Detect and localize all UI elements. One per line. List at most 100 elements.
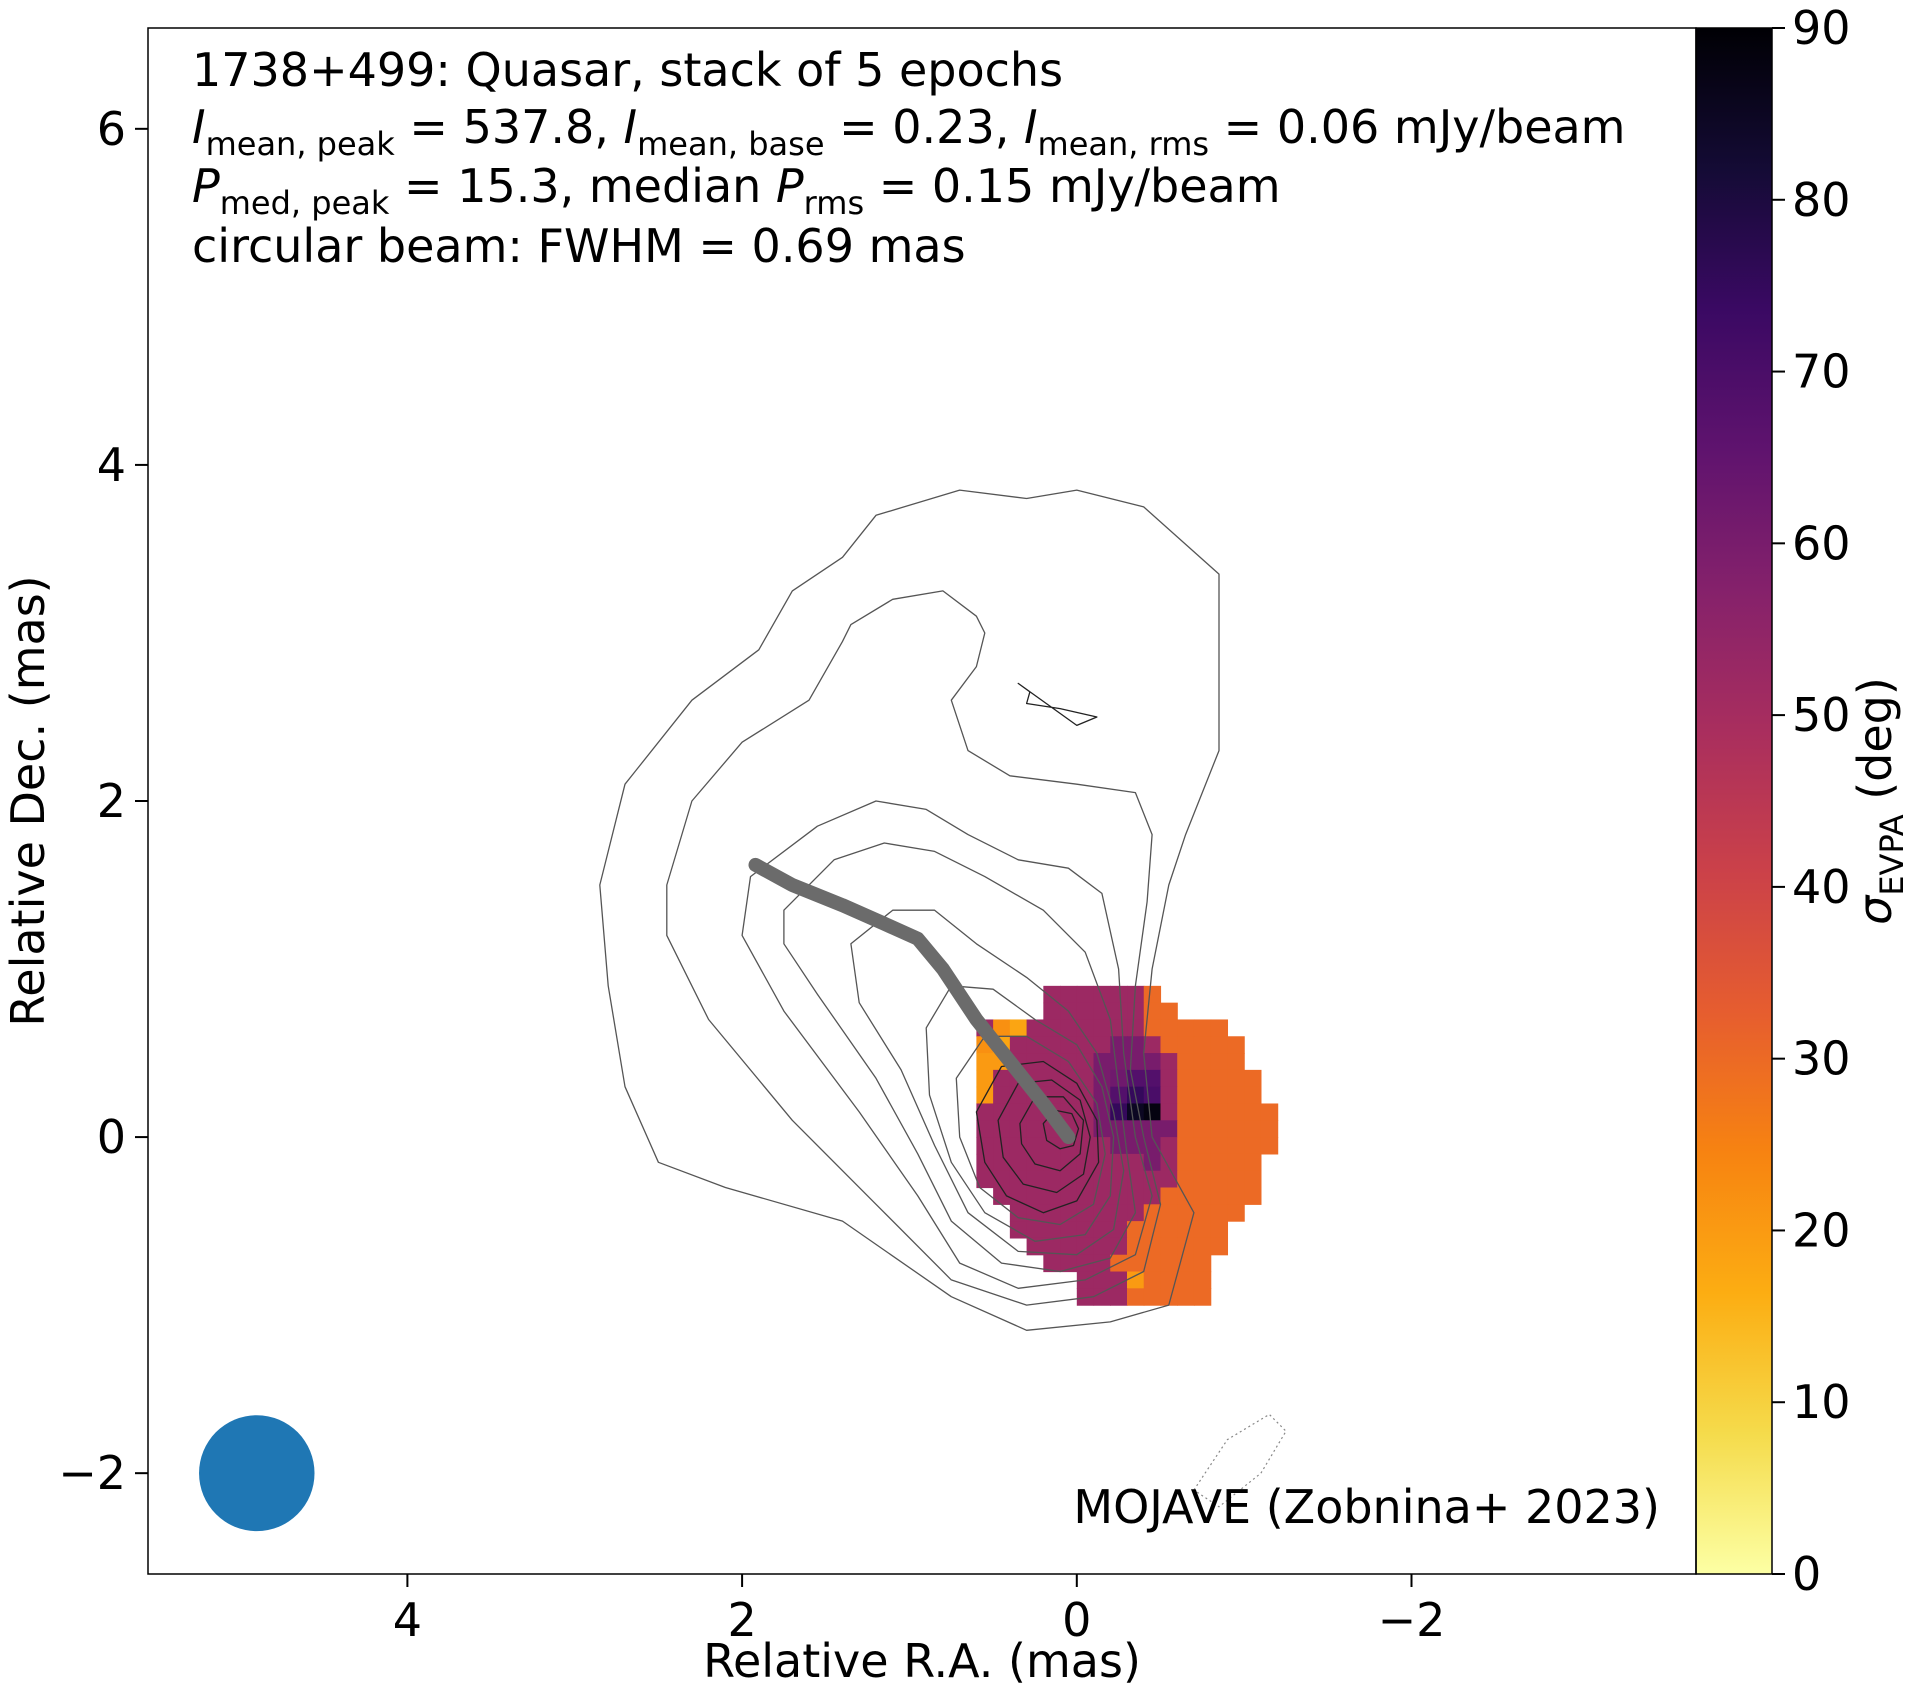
heatmap-cell	[1076, 1053, 1095, 1071]
heatmap-cell	[1227, 1036, 1245, 1054]
colorbar-tick-label: 90	[1792, 1, 1851, 55]
heatmap-cell	[1060, 1237, 1078, 1256]
heatmap-cell	[1093, 985, 1111, 1004]
intensity-contours	[599, 489, 1220, 1331]
heatmap-cell	[1227, 1120, 1245, 1138]
heatmap-cell	[1244, 1120, 1262, 1138]
heatmap-cell	[1127, 1036, 1145, 1054]
heatmap-cell	[1093, 1002, 1111, 1021]
heatmap-cell	[1143, 1137, 1162, 1155]
heatmap-cell	[1093, 1221, 1111, 1239]
heatmap-cell	[1210, 1137, 1229, 1155]
heatmap-cell	[1110, 1204, 1128, 1222]
heatmap-cell	[1143, 1288, 1162, 1306]
cbar-rest: (deg)	[1848, 677, 1902, 814]
y-tick-label: 0	[97, 1110, 126, 1164]
heatmap-cell	[1177, 1204, 1195, 1222]
heatmap-cell	[976, 1120, 994, 1138]
x-axis-ticks: 4 2 0 −2	[393, 1574, 1446, 1647]
heatmap-cell	[1009, 1187, 1028, 1205]
heatmap-cell	[1227, 1137, 1245, 1155]
heatmap-cell	[1143, 1103, 1162, 1121]
heatmap-cell	[1260, 1137, 1279, 1155]
heatmap-cell	[1160, 1254, 1178, 1273]
heatmap-cell	[1043, 1237, 1061, 1256]
heatmap-cell	[1127, 1254, 1145, 1273]
x-tick-label: 4	[393, 1593, 422, 1647]
colorbar-tick-label: 80	[1792, 173, 1851, 227]
heatmap-cell	[1060, 1187, 1078, 1205]
plot-background	[148, 28, 1692, 1574]
heatmap-cell	[1127, 1053, 1145, 1071]
heatmap-cell	[1110, 1170, 1128, 1189]
heatmap-cell	[1177, 1221, 1195, 1239]
heatmap-cell	[976, 1103, 994, 1121]
heatmap-cell	[1143, 1053, 1162, 1071]
heatmap-cell	[1076, 1187, 1095, 1205]
heatmap-cell	[1143, 1271, 1162, 1289]
heatmap-cell	[1177, 1069, 1195, 1088]
heatmap-cell	[1193, 1019, 1212, 1037]
contour-level	[1042, 1109, 1080, 1150]
heatmap-cell	[1160, 1187, 1178, 1205]
colorbar-tick-label: 10	[1792, 1375, 1851, 1429]
heatmap-cell	[1143, 1086, 1162, 1105]
heatmap-cell	[1043, 1254, 1061, 1273]
contour-level	[975, 1060, 1100, 1214]
negative-contour	[1193, 1413, 1287, 1508]
heatmap-cell	[1009, 1120, 1028, 1138]
heatmap-cell	[1127, 1069, 1145, 1088]
ridgeline-path	[748, 857, 1076, 1145]
heatmap-cell	[1227, 1103, 1245, 1121]
heatmap-cell	[1227, 1170, 1245, 1189]
heatmap-cell	[1009, 1137, 1028, 1155]
heatmap-cell	[1110, 1019, 1128, 1037]
heatmap-cell	[1009, 1170, 1028, 1189]
heatmap-cell	[993, 1153, 1011, 1172]
jet-ridgeline	[748, 857, 1076, 1145]
colorbar-title: σEVPA (deg)	[1848, 677, 1905, 925]
l3-symbol-2: P	[776, 159, 804, 213]
heatmap-cell	[1177, 1019, 1195, 1037]
contour-level	[741, 800, 1153, 1289]
heatmap-cell	[1160, 1288, 1178, 1306]
heatmap-cell	[1127, 1221, 1145, 1239]
heatmap-cell	[1009, 1204, 1028, 1222]
heatmap-cell	[1177, 1137, 1195, 1155]
heatmap-cell	[1110, 1103, 1128, 1121]
heatmap-cell	[1076, 1120, 1095, 1138]
heatmap-cell	[1076, 1221, 1095, 1239]
heatmap-cell	[1143, 985, 1162, 1004]
heatmap-cell	[1193, 1237, 1212, 1256]
heatmap-cell	[1026, 1237, 1044, 1256]
heatmap-cell	[1210, 1187, 1229, 1205]
heatmap-cell	[1076, 1036, 1095, 1054]
heatmap-cell	[1160, 1153, 1178, 1172]
heatmap-cell	[1210, 1053, 1229, 1071]
heatmap-cell	[1093, 1069, 1111, 1088]
contour-level	[1017, 682, 1098, 727]
heatmap-cell	[1177, 1288, 1195, 1306]
heatmap-cell	[1093, 1271, 1111, 1289]
heatmap-cell	[1244, 1170, 1262, 1189]
heatmap-cell	[1227, 1153, 1245, 1172]
contour-level	[997, 1079, 1091, 1194]
heatmap-cell	[1076, 1137, 1095, 1155]
heatmap-cell	[1193, 1187, 1212, 1205]
l2-sub-3: mean, rms	[1038, 125, 1210, 163]
heatmap-cell	[1076, 1002, 1095, 1021]
y-tick-label: 4	[97, 438, 126, 492]
x-tick-label: −2	[1378, 1593, 1446, 1647]
heatmap-cell	[1193, 1137, 1212, 1155]
heatmap-cell	[1026, 1204, 1044, 1222]
heatmap-cell	[1093, 1053, 1111, 1071]
heatmap-cell	[1127, 1187, 1145, 1205]
heatmap-cell	[1227, 1086, 1245, 1105]
heatmap-cell	[993, 1170, 1011, 1189]
heatmap-cell	[1244, 1137, 1262, 1155]
title-line-3: Pmed, peak = 15.3, median Prms = 0.15 mJ…	[192, 159, 1281, 222]
heatmap-cell	[1043, 1170, 1061, 1189]
heatmap-cell	[1177, 1187, 1195, 1205]
heatmap-cell	[1193, 1086, 1212, 1105]
